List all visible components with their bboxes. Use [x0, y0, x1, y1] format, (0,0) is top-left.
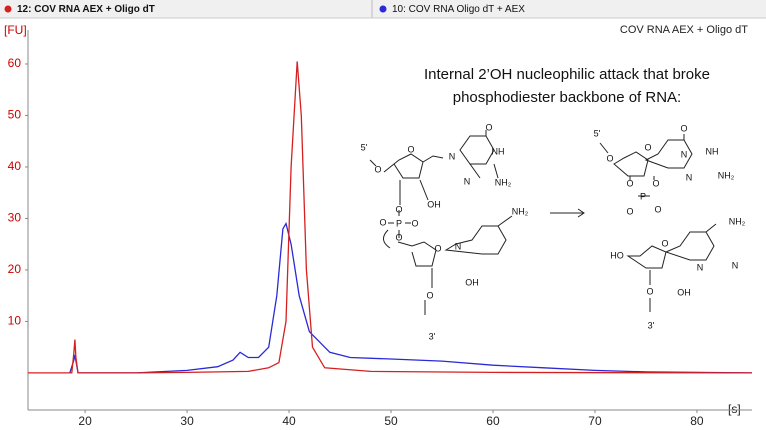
structure-label: O [606, 153, 613, 163]
data-line [69, 221, 753, 374]
structure-label: O [407, 144, 414, 154]
legend-marker [4, 5, 12, 13]
structure-label: NH₂ [512, 206, 529, 216]
y-tick-label: 50 [8, 108, 22, 122]
structure-label: 5' [361, 142, 368, 152]
legend-label: 10: COV RNA Oligo dT + AEX [392, 4, 525, 15]
structure-label: 5' [594, 128, 601, 138]
structure-label: NH₂ [718, 170, 735, 180]
chart-subtitle: COV RNA AEX + Oligo dT [620, 24, 748, 36]
structure-label: O [661, 238, 668, 248]
structure-label: O [644, 142, 651, 152]
structure-label: N [449, 151, 456, 161]
legend-label: 12: COV RNA AEX + Oligo dT [17, 4, 155, 15]
structure-label: N [697, 262, 704, 272]
structure-label: O [379, 217, 386, 227]
structure-label: N [464, 176, 471, 186]
x-axis-label: [s] [728, 402, 741, 416]
x-tick-label: 30 [180, 414, 194, 428]
legend-marker [379, 5, 387, 13]
y-tick-label: 10 [8, 314, 22, 328]
structure-label: O [395, 232, 402, 242]
structure-label: NH [706, 146, 719, 156]
structure-label: OH [677, 287, 691, 297]
x-tick-label: 40 [282, 414, 296, 428]
structure-label: OH [465, 277, 479, 287]
structure-label: O [434, 243, 441, 253]
y-tick-label: 30 [8, 211, 22, 225]
x-tick-label: 20 [78, 414, 92, 428]
structure-label: NH₂ [495, 177, 512, 187]
structure-label: O [485, 122, 492, 132]
structure-label: P [640, 191, 646, 201]
y-tick-label: 20 [8, 262, 22, 276]
structure-label: O [626, 178, 633, 188]
structure-label: O [652, 178, 659, 188]
structure-label: P [396, 218, 402, 228]
structure-label: O [680, 123, 687, 133]
structure-label: OH [427, 199, 441, 209]
structure-label: N [732, 260, 739, 270]
structure-label: N [455, 241, 462, 251]
structure-label: HO [610, 250, 624, 260]
structure-label: O [654, 204, 661, 214]
x-tick-label: 80 [690, 414, 704, 428]
x-tick-label: 50 [384, 414, 398, 428]
structure-label: 3' [648, 320, 655, 330]
structure-label: O [626, 206, 633, 216]
structure-label: O [426, 290, 433, 300]
structure-label: N [681, 149, 688, 159]
structure-label: O [374, 164, 381, 174]
y-axis-label: [FU] [4, 23, 27, 37]
x-tick-label: 60 [486, 414, 500, 428]
structure-label: NH₂ [729, 216, 746, 226]
structure-label: NH [492, 146, 505, 156]
annotation: phosphodiester backbone of RNA: [453, 89, 681, 106]
annotation: Internal 2’OH nucleophilic attack that b… [424, 66, 710, 83]
structure-label: 3' [429, 331, 436, 341]
structure-label: N [686, 172, 693, 182]
x-tick-label: 70 [588, 414, 602, 428]
y-tick-label: 60 [8, 56, 22, 70]
structure-label: O [395, 204, 402, 214]
structure-label: O [646, 286, 653, 296]
y-tick-label: 40 [8, 159, 22, 173]
data-line [28, 61, 753, 374]
structure-label: O [411, 218, 418, 228]
